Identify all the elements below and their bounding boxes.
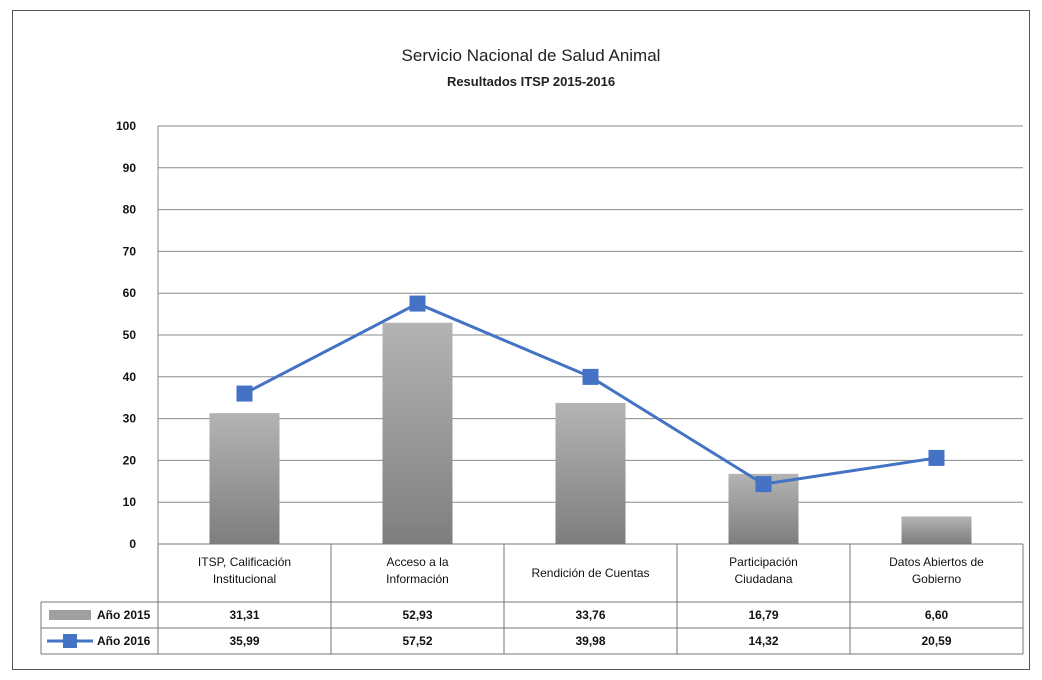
line-marker xyxy=(409,295,426,312)
category-label: Acceso a la xyxy=(386,555,448,569)
y-tick-label: 60 xyxy=(123,286,137,300)
category-label: Participación xyxy=(729,555,798,569)
data-value-label: 6,60 xyxy=(925,608,949,622)
y-tick-label: 10 xyxy=(123,495,137,509)
line-marker xyxy=(755,476,772,493)
line-marker xyxy=(582,368,599,385)
data-value-label: 39,98 xyxy=(575,634,605,648)
chart-title: Servicio Nacional de Salud Animal xyxy=(402,46,661,65)
category-label: Ciudadana xyxy=(734,572,792,586)
legend-key-marker xyxy=(63,634,77,648)
y-tick-label: 30 xyxy=(123,412,137,426)
chart-frame: Servicio Nacional de Salud Animal Result… xyxy=(12,10,1030,670)
data-value-label: 35,99 xyxy=(229,634,259,648)
y-tick-label: 40 xyxy=(123,370,137,384)
data-value-label: 52,93 xyxy=(402,608,432,622)
line-marker xyxy=(928,449,945,466)
category-label: Información xyxy=(386,572,449,586)
chart: Servicio Nacional de Salud Animal Result… xyxy=(40,46,1024,655)
legend-label: Año 2015 xyxy=(97,608,151,622)
bar-Año 2015 xyxy=(209,413,280,544)
category-label: Datos Abiertos de xyxy=(889,555,984,569)
category-label: Gobierno xyxy=(912,572,962,586)
y-tick-label: 50 xyxy=(123,328,137,342)
chart-subtitle: Resultados ITSP 2015-2016 xyxy=(447,74,615,89)
data-value-label: 16,79 xyxy=(748,608,778,622)
category-label: Rendición de Cuentas xyxy=(531,566,649,580)
category-label: Institucional xyxy=(213,572,276,586)
data-value-label: 57,52 xyxy=(402,634,432,648)
data-value-label: 31,31 xyxy=(229,608,259,622)
bar-Año 2015 xyxy=(901,516,972,544)
bar-Año 2015 xyxy=(382,322,453,544)
bar-Año 2015 xyxy=(555,402,626,544)
y-tick-label: 20 xyxy=(123,453,137,467)
y-tick-label: 0 xyxy=(129,537,136,551)
y-tick-label: 80 xyxy=(123,203,137,217)
data-value-label: 14,32 xyxy=(748,634,778,648)
legend-key-bar xyxy=(49,610,91,620)
y-tick-label: 100 xyxy=(116,119,136,133)
y-tick-label: 70 xyxy=(123,244,137,258)
line-marker xyxy=(236,385,253,402)
y-tick-label: 90 xyxy=(123,161,137,175)
data-value-label: 33,76 xyxy=(575,608,605,622)
legend-label: Año 2016 xyxy=(97,634,151,648)
category-label: ITSP, Calificación xyxy=(198,555,291,569)
data-value-label: 20,59 xyxy=(921,634,951,648)
